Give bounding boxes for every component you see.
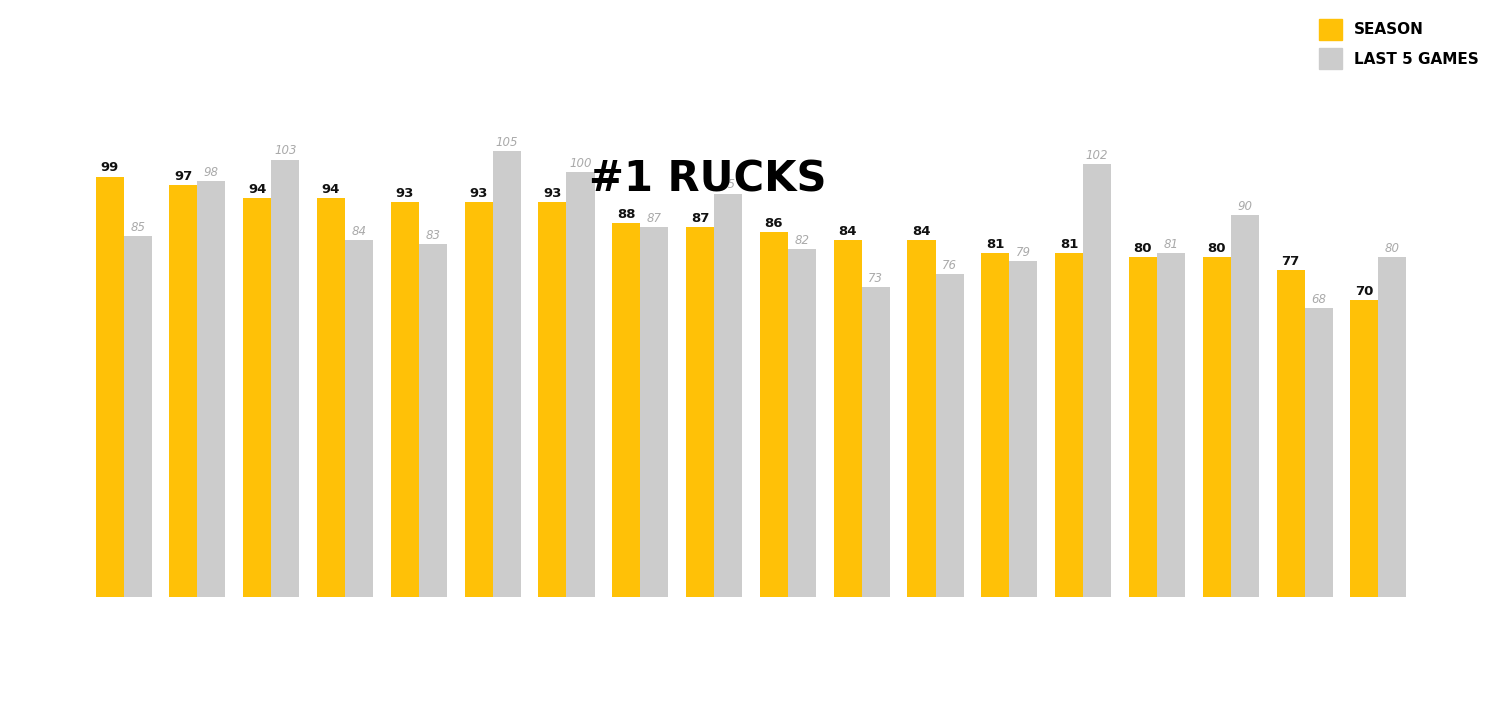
Bar: [1350, 300, 1379, 597]
Bar: [123, 236, 152, 597]
Bar: [640, 227, 668, 597]
Text: 82: 82: [795, 234, 810, 247]
Bar: [789, 249, 816, 597]
Bar: [1009, 261, 1038, 597]
Bar: [907, 240, 936, 597]
Text: #1 RUCKS: #1 RUCKS: [589, 158, 826, 200]
Bar: [1130, 257, 1157, 597]
Bar: [566, 173, 595, 597]
Bar: [613, 223, 640, 597]
Bar: [1157, 253, 1185, 597]
Text: 103: 103: [273, 144, 296, 157]
Bar: [464, 202, 493, 597]
Text: 88: 88: [617, 208, 635, 221]
Bar: [538, 202, 566, 597]
Text: 100: 100: [569, 157, 592, 170]
Text: 80: 80: [1385, 242, 1400, 255]
Text: 84: 84: [912, 225, 931, 238]
Text: 81: 81: [1164, 238, 1179, 251]
Text: 97: 97: [174, 170, 192, 183]
Text: 81: 81: [1060, 238, 1078, 251]
Text: 105: 105: [496, 136, 518, 149]
Text: 76: 76: [942, 259, 957, 272]
Text: 94: 94: [321, 183, 341, 196]
Bar: [686, 227, 713, 597]
Bar: [981, 253, 1009, 597]
Text: 94: 94: [248, 183, 266, 196]
Text: 90: 90: [1238, 199, 1253, 213]
Bar: [317, 198, 345, 597]
Bar: [713, 194, 742, 597]
Text: 93: 93: [544, 187, 562, 200]
Text: 98: 98: [204, 166, 219, 178]
Text: 95: 95: [721, 178, 736, 191]
Text: 84: 84: [838, 225, 858, 238]
Bar: [862, 287, 889, 597]
Text: 87: 87: [647, 213, 662, 226]
Bar: [391, 202, 419, 597]
Text: 85: 85: [131, 221, 146, 234]
Bar: [345, 240, 372, 597]
Legend: SEASON, LAST 5 GAMES: SEASON, LAST 5 GAMES: [1319, 18, 1479, 69]
Text: 93: 93: [470, 187, 488, 200]
Text: 79: 79: [1015, 246, 1030, 259]
Bar: [272, 159, 299, 597]
Text: 80: 80: [1134, 242, 1152, 255]
Text: 80: 80: [1208, 242, 1226, 255]
Bar: [1379, 257, 1406, 597]
Bar: [1305, 308, 1332, 597]
Bar: [1230, 215, 1259, 597]
Bar: [243, 198, 272, 597]
Bar: [1203, 257, 1230, 597]
Text: 84: 84: [351, 225, 366, 238]
Text: 99: 99: [101, 162, 119, 175]
Text: 87: 87: [691, 213, 709, 226]
Text: 86: 86: [765, 217, 783, 229]
Text: 73: 73: [868, 272, 883, 285]
Bar: [760, 232, 789, 597]
Bar: [96, 176, 123, 597]
Bar: [1083, 164, 1111, 597]
Bar: [834, 240, 862, 597]
Bar: [1277, 270, 1305, 597]
Bar: [197, 181, 225, 597]
Text: 93: 93: [395, 187, 415, 200]
Bar: [170, 185, 197, 597]
Text: 77: 77: [1281, 255, 1299, 268]
Bar: [493, 151, 521, 597]
Bar: [1054, 253, 1083, 597]
Bar: [419, 245, 448, 597]
Text: 83: 83: [425, 229, 440, 242]
Text: 68: 68: [1311, 293, 1326, 306]
Text: 81: 81: [987, 238, 1005, 251]
Bar: [936, 274, 964, 597]
Text: 102: 102: [1086, 149, 1108, 162]
Text: 70: 70: [1355, 285, 1373, 298]
